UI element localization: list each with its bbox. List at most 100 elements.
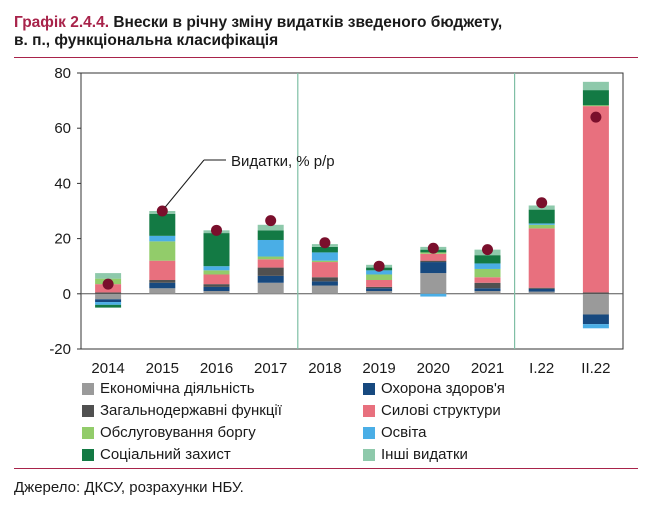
bar-segment-education <box>528 223 555 225</box>
bar-segment-social <box>203 233 230 267</box>
bar-segment-security <box>582 106 609 293</box>
bar-segment-economic <box>366 291 393 294</box>
bar-segment-debt <box>311 260 338 263</box>
bar-segment-economic <box>528 291 555 294</box>
legend-item-security: Силові структури <box>363 402 501 419</box>
legend-swatch <box>82 404 94 417</box>
bar-segment-economic <box>95 293 122 300</box>
y-tick-label: 60 <box>54 120 71 137</box>
legend-label: Соціальний захист <box>100 446 231 463</box>
bar-segment-general <box>95 292 122 294</box>
legend-item-other: Інші видатки <box>363 446 468 463</box>
legend-item-debt: Обслуговування боргу <box>82 424 256 441</box>
bar-segment-general <box>311 277 338 282</box>
bar-segment-social <box>528 209 555 224</box>
total-marker <box>536 197 548 209</box>
total-marker <box>373 260 385 272</box>
bar-segment-health <box>149 282 176 289</box>
total-marker <box>265 215 277 227</box>
legend-swatch <box>82 448 94 461</box>
x-tick-label: 2018 <box>308 360 341 377</box>
bar-segment-social <box>474 255 501 264</box>
total-marker <box>319 237 331 249</box>
bar-segment-other <box>95 273 122 279</box>
bar-segment-education <box>311 252 338 261</box>
bar-segment-economic <box>582 293 609 315</box>
bar-segment-economic <box>311 285 338 294</box>
bar-segment-debt <box>257 256 284 260</box>
bar-segment-education <box>149 235 176 242</box>
source-note: Джерело: ДКСУ, розрахунки НБУ. <box>14 479 244 496</box>
bar-segment-debt <box>366 274 393 280</box>
x-tick-label: 2017 <box>254 360 287 377</box>
bar-segment-social <box>311 246 338 253</box>
bar-segment-social <box>149 213 176 236</box>
legend-swatch <box>363 426 375 439</box>
bar-segment-debt <box>203 270 230 275</box>
bar-segment-security <box>311 262 338 278</box>
bar-segment-social <box>257 230 284 240</box>
legend-item-health: Охорона здоров'я <box>363 380 505 397</box>
legend-label: Силові структури <box>381 402 501 419</box>
bar-segment-security <box>203 274 230 285</box>
bar-segment-economic <box>149 288 176 294</box>
legend-swatch <box>363 404 375 417</box>
bar-segment-security <box>420 253 447 261</box>
legend-label: Охорона здоров'я <box>381 380 505 397</box>
total-marker <box>156 205 168 217</box>
bar-segment-debt <box>582 105 609 107</box>
legend-item-general: Загальнодержавні функції <box>82 402 282 419</box>
bar-segment-general <box>420 260 447 263</box>
y-tick-label: 40 <box>54 175 71 192</box>
x-tick-label: 2014 <box>91 360 124 377</box>
bar-segment-security <box>149 260 176 280</box>
x-tick-label: 2021 <box>471 360 504 377</box>
bar-segment-health <box>420 262 447 274</box>
bar-segment-education <box>582 324 609 329</box>
bar-segment-education <box>420 293 447 297</box>
figure-number: Графік 2.4.4. <box>14 14 109 31</box>
bar-segment-other <box>582 81 609 91</box>
bar-segment-security <box>528 228 555 288</box>
bar-segment-education <box>257 239 284 257</box>
total-marker <box>590 111 602 123</box>
title-line-2: в. п., функціональна класифікація <box>14 32 279 49</box>
legend-swatch <box>82 426 94 439</box>
legend-item-social: Соціальний захист <box>82 446 231 463</box>
bar-segment-general <box>257 267 284 276</box>
annotation-leader <box>164 159 205 208</box>
bar-segment-debt <box>528 224 555 229</box>
x-tick-label: I.22 <box>529 360 554 377</box>
bar-segment-health <box>366 288 393 292</box>
bar-segment-health <box>257 275 284 283</box>
total-marker <box>211 224 222 236</box>
y-tick-label: 20 <box>54 231 71 248</box>
bar-segment-other <box>257 224 284 231</box>
bar-segment-general <box>582 292 609 294</box>
source-rule <box>14 468 638 469</box>
bar-segment-health <box>474 288 501 292</box>
bar-segment-general <box>366 286 393 289</box>
total-marker <box>427 242 439 254</box>
bar-segment-general <box>474 282 501 289</box>
legend-label: Освіта <box>381 424 427 441</box>
bar-segment-education <box>95 302 122 305</box>
bar-segment-general <box>149 280 176 283</box>
bar-segment-health <box>311 281 338 286</box>
x-tick-label: 2015 <box>146 360 179 377</box>
bar-segment-debt <box>474 268 501 278</box>
x-tick-label: 2020 <box>417 360 450 377</box>
legend-swatch <box>363 448 375 461</box>
bar-segment-security <box>474 277 501 283</box>
bar-segment-security <box>366 280 393 287</box>
total-marker <box>102 278 114 290</box>
y-tick-label: 0 <box>63 286 71 303</box>
legend-swatch <box>363 382 375 395</box>
bar-segment-economic <box>203 291 230 294</box>
legend-item-education: Освіта <box>363 424 427 441</box>
total-marker <box>482 244 493 256</box>
bar-segment-general <box>528 287 555 289</box>
chart-svg: -20 0 20 40 60 80 2014 2015 2016 2017 2018 2019 2020… <box>49 65 624 377</box>
x-tick-label: 2019 <box>362 360 395 377</box>
title-line-1: Внески в річну зміну видатків зведеного … <box>113 14 503 31</box>
